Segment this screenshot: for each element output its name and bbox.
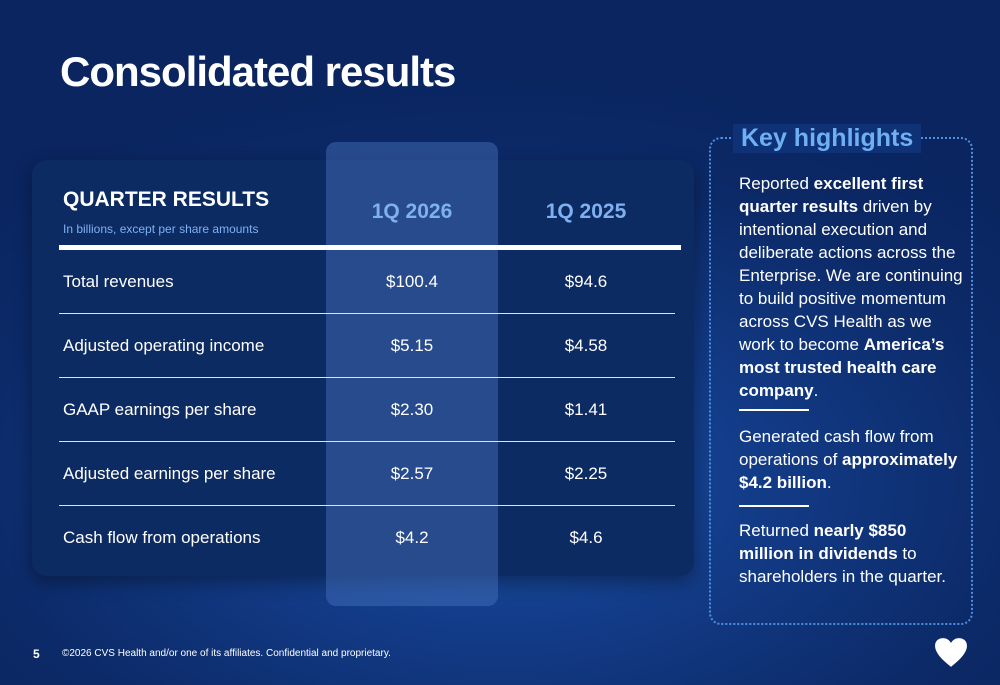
row-label: Adjusted operating income <box>63 336 265 355</box>
highlight-text: . <box>813 381 819 400</box>
highlight-text: to shareholders in the quarter. <box>739 544 946 586</box>
row-divider <box>59 377 675 378</box>
key-highlights-title: Key highlights <box>733 124 922 153</box>
row-value-1q-2025: $94.6 <box>564 272 608 291</box>
table-header-title: QUARTER RESULTS <box>63 188 270 211</box>
highlight-text: Reported <box>739 174 814 193</box>
row-label: GAAP earnings per share <box>63 400 257 419</box>
table-row: Cash flow from operations $4.2 $4.6 <box>59 506 675 570</box>
table-row: Total revenues $100.4 $94.6 <box>59 250 675 314</box>
highlight-paragraph-2: Generated cash flow from operations of a… <box>739 425 964 494</box>
highlight-emphasis: America’s most trusted health care compa… <box>739 335 945 400</box>
row-label: Adjusted earnings per share <box>63 464 276 483</box>
table-row: Adjusted earnings per share $2.57 $2.25 <box>59 442 675 506</box>
table-row: Adjusted operating income $5.15 $4.58 <box>59 314 675 378</box>
row-value-1q-2026: $2.57 <box>390 464 434 483</box>
highlight-emphasis: excellent first quarter results <box>739 174 924 216</box>
table-row: GAAP earnings per share $2.30 $1.41 <box>59 378 675 442</box>
header-divider <box>59 245 681 250</box>
heart-icon <box>935 638 967 667</box>
highlight-text: driven by intentional execution and deli… <box>739 197 963 354</box>
column-header-1q-2026: 1Q 2026 <box>371 200 453 223</box>
highlight-paragraph-1: Reported excellent first quarter results… <box>739 172 964 402</box>
results-table-card <box>32 160 694 576</box>
row-divider <box>59 313 675 314</box>
page-title: Consolidated results <box>60 48 456 95</box>
table-header-subtitle: In billions, except per share amounts <box>63 222 259 236</box>
row-value-1q-2026: $2.30 <box>390 400 434 419</box>
highlight-text: . <box>826 473 832 492</box>
current-quarter-highlight <box>326 142 498 606</box>
row-value-1q-2025: $2.25 <box>564 464 608 483</box>
column-header-1q-2025: 1Q 2025 <box>545 200 627 223</box>
highlight-emphasis: approximately $4.2 billion <box>739 450 958 492</box>
highlight-divider <box>739 409 809 411</box>
highlight-paragraph-3: Returned nearly $850 million in dividend… <box>739 519 964 588</box>
highlight-emphasis: nearly $850 million in dividends <box>739 521 907 563</box>
highlight-divider <box>739 505 809 507</box>
row-value-1q-2025: $4.6 <box>569 528 603 547</box>
row-value-1q-2025: $1.41 <box>564 400 608 419</box>
row-divider <box>59 441 675 442</box>
highlight-text: Generated cash flow from operations of <box>739 427 934 469</box>
row-divider <box>59 505 675 506</box>
highlight-text: Returned <box>739 521 814 540</box>
footer-copyright: ©2026 CVS Health and/or one of its affil… <box>62 648 391 659</box>
row-value-1q-2026: $100.4 <box>386 272 438 291</box>
row-value-1q-2025: $4.58 <box>564 336 608 355</box>
row-label: Cash flow from operations <box>63 528 261 547</box>
row-value-1q-2026: $4.2 <box>395 528 429 547</box>
heart-logo-shape <box>935 638 967 667</box>
row-label: Total revenues <box>63 272 174 291</box>
page-number: 5 <box>33 647 40 661</box>
row-value-1q-2026: $5.15 <box>390 336 434 355</box>
